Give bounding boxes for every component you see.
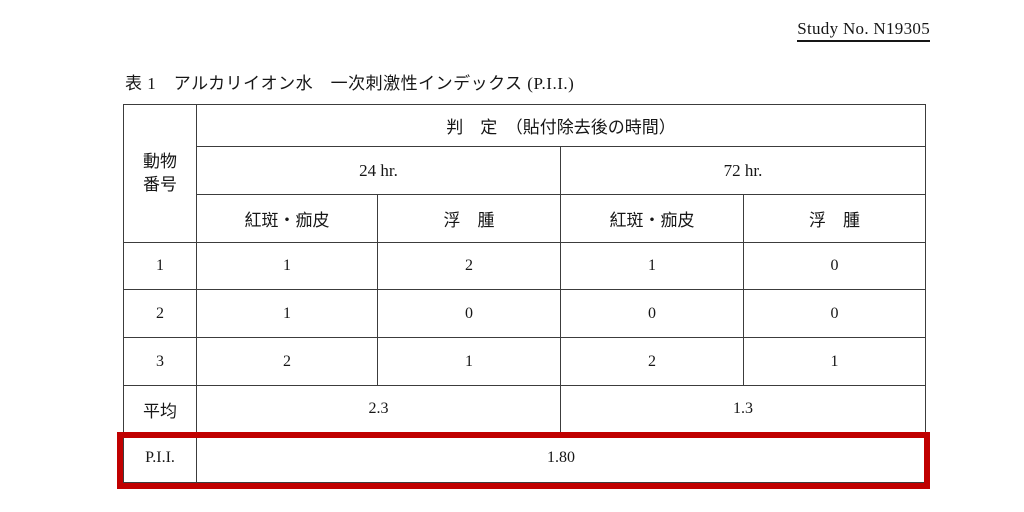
edema-24hr-header-cell: 浮 腫 [377,194,561,243]
animal-number-cell: 2 [123,289,197,338]
animal-header-line2: 番号 [143,174,177,194]
erythema-24hr-header-cell: 紅斑・痂皮 [196,194,378,243]
time-72hr-header-cell: 72 hr. [560,146,926,195]
average-72hr-cell: 1.3 [560,385,926,433]
time-24hr-header-cell: 24 hr. [196,146,561,195]
animal-header-line1: 動物 [143,151,177,171]
score-cell: 1 [377,337,561,386]
table-row-average: 平均 2.3 1.3 [123,385,926,433]
average-label-cell: 平均 [123,385,197,433]
score-cell: 2 [196,337,378,386]
animal-number-cell: 3 [123,337,197,386]
score-cell: 0 [743,289,926,338]
score-cell: 2 [560,337,744,386]
score-cell: 1 [196,242,378,290]
score-cell: 0 [743,242,926,290]
score-cell: 0 [560,289,744,338]
score-cell: 2 [377,242,561,290]
pii-value-cell: 1.80 [196,432,926,483]
judgment-table: 動物 番号 判 定 （貼付除去後の時間） 24 hr. 72 hr. 紅斑・痂皮… [123,104,926,483]
score-cell: 1 [743,337,926,386]
study-number: Study No. N19305 [797,19,930,42]
table-header-row-judgment: 動物 番号 判 定 （貼付除去後の時間） [123,104,926,243]
table-row-animal-2: 2 1 0 0 0 [123,289,926,338]
average-24hr-cell: 2.3 [196,385,561,433]
table-row-animal-3: 3 2 1 2 1 [123,337,926,386]
animal-number-header-cell: 動物 番号 [123,104,197,243]
animal-number-header: 動物 番号 [125,151,196,197]
animal-number-cell: 1 [123,242,197,290]
table-row-pii: P.I.I. 1.80 [123,432,926,483]
table-header-row-criteria: 紅斑・痂皮 浮 腫 紅斑・痂皮 浮 腫 [124,194,926,243]
table-row-animal-1: 1 1 2 1 0 [123,242,926,290]
judgment-header-cell: 判 定 （貼付除去後の時間） [196,104,926,147]
pii-label-cell: P.I.I. [123,432,197,483]
score-cell: 0 [377,289,561,338]
table-title: 表 1 アルカリイオン水 一次刺激性インデックス (P.I.I.) [125,74,575,93]
score-cell: 1 [560,242,744,290]
table-header-row-times: 24 hr. 72 hr. [124,146,926,195]
erythema-72hr-header-cell: 紅斑・痂皮 [560,194,744,243]
edema-72hr-header-cell: 浮 腫 [743,194,926,243]
score-cell: 1 [196,289,378,338]
